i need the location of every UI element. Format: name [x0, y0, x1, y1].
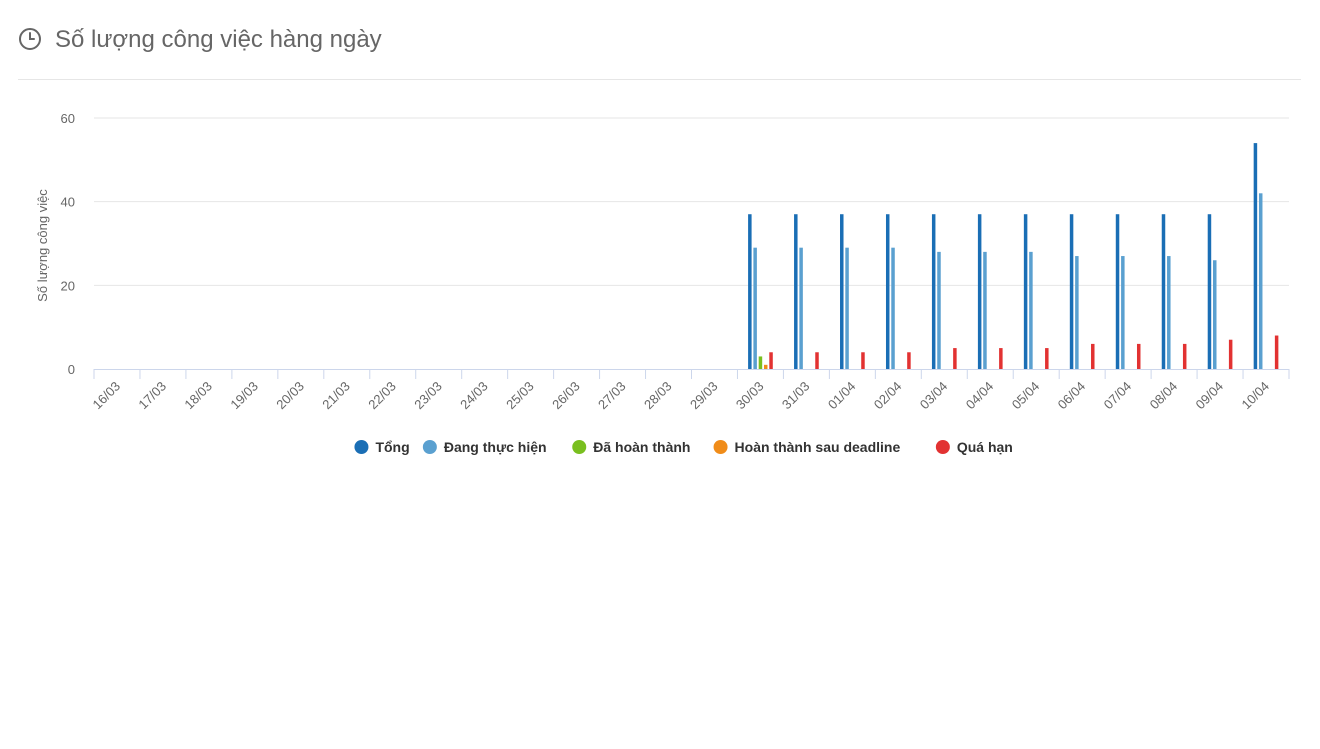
bar[interactable] [1136, 343, 1141, 369]
bar[interactable] [977, 214, 982, 369]
bar[interactable] [794, 214, 798, 369]
legend-item-label[interactable]: Đã hoàn thành [593, 439, 690, 455]
legend-marker[interactable] [935, 440, 950, 454]
x-tick-label: 25/03 [503, 379, 537, 413]
bar[interactable] [983, 251, 987, 369]
legend-marker[interactable] [354, 440, 369, 454]
x-tick-label: 21/03 [319, 379, 353, 413]
x-tick-label: 16/03 [89, 379, 123, 413]
bar[interactable] [1207, 214, 1212, 369]
x-tick-label: 01/04 [825, 379, 859, 413]
x-tick-label: 28/03 [641, 379, 675, 413]
bar[interactable] [753, 247, 757, 369]
x-tick-label: 24/03 [457, 379, 491, 413]
bar[interactable] [748, 214, 752, 369]
x-tick-label: 23/03 [411, 379, 445, 413]
x-tick-label: 26/03 [549, 379, 583, 413]
bar[interactable] [815, 352, 819, 369]
x-tick-label: 10/04 [1239, 379, 1273, 413]
bar[interactable] [1091, 343, 1095, 369]
bar[interactable] [763, 364, 768, 369]
x-tick-label: 22/03 [365, 379, 399, 413]
bar[interactable] [1167, 256, 1171, 369]
bar[interactable] [1258, 193, 1263, 369]
x-tick-label: 18/03 [181, 379, 215, 413]
x-tick-label: 27/03 [595, 379, 629, 413]
x-tick-label: 19/03 [227, 379, 261, 413]
y-tick-label: 20 [61, 278, 75, 293]
legend-marker[interactable] [422, 440, 437, 454]
bar[interactable] [953, 348, 957, 369]
bar[interactable] [1253, 143, 1258, 369]
bar[interactable] [861, 352, 865, 369]
y-tick-label: 60 [61, 111, 75, 126]
bar[interactable] [1045, 348, 1049, 369]
bar[interactable] [931, 214, 936, 369]
legend-item-label[interactable]: Quá hạn [957, 439, 1013, 455]
bar[interactable] [1075, 256, 1079, 369]
x-tick-label: 04/04 [963, 379, 997, 413]
bar[interactable] [885, 214, 890, 369]
x-tick-label: 06/04 [1055, 379, 1089, 413]
y-axis-title: Số lượng công việc [35, 189, 50, 302]
y-tick-label: 0 [68, 362, 75, 377]
bar[interactable] [769, 352, 773, 369]
bar[interactable] [1274, 335, 1279, 369]
bar[interactable] [907, 352, 911, 369]
x-tick-label: 30/03 [733, 379, 767, 413]
x-tick-label: 20/03 [273, 379, 307, 413]
legend-marker[interactable] [713, 440, 728, 454]
x-tick-label: 29/03 [687, 379, 721, 413]
y-tick-label: 40 [61, 195, 75, 210]
x-tick-label: 07/04 [1101, 379, 1135, 413]
x-tick-label: 03/04 [917, 379, 951, 413]
legend-item-label[interactable]: Đang thực hiện [444, 439, 547, 455]
bar[interactable] [1029, 251, 1033, 369]
bar[interactable] [840, 214, 844, 369]
bar[interactable] [1228, 339, 1233, 369]
x-tick-label: 17/03 [135, 379, 169, 413]
bar[interactable] [1115, 214, 1120, 369]
bar[interactable] [937, 251, 941, 369]
bar[interactable] [999, 348, 1003, 369]
bar[interactable] [891, 247, 895, 369]
x-tick-label: 08/04 [1147, 379, 1181, 413]
bar[interactable] [1213, 260, 1217, 369]
legend-item-label[interactable]: Hoàn thành sau deadline [735, 439, 901, 455]
x-tick-label: 09/04 [1193, 379, 1227, 413]
x-tick-label: 31/03 [779, 379, 813, 413]
panel-header: Số lượng công việc hàng ngày [18, 24, 1301, 80]
bar[interactable] [1182, 343, 1187, 369]
bar[interactable] [758, 356, 763, 369]
bar[interactable] [1161, 214, 1166, 369]
clock-icon [19, 28, 41, 50]
x-tick-label: 02/04 [871, 379, 905, 413]
legend-marker[interactable] [572, 440, 587, 454]
bar[interactable] [1069, 214, 1074, 369]
page-title: Số lượng công việc hàng ngày [55, 26, 382, 53]
bar[interactable] [845, 247, 849, 369]
bar[interactable] [1121, 256, 1125, 369]
bar[interactable] [799, 247, 803, 369]
legend-item-label[interactable]: Tổng [375, 439, 409, 455]
x-tick-label: 05/04 [1009, 379, 1043, 413]
bar[interactable] [1023, 214, 1028, 369]
